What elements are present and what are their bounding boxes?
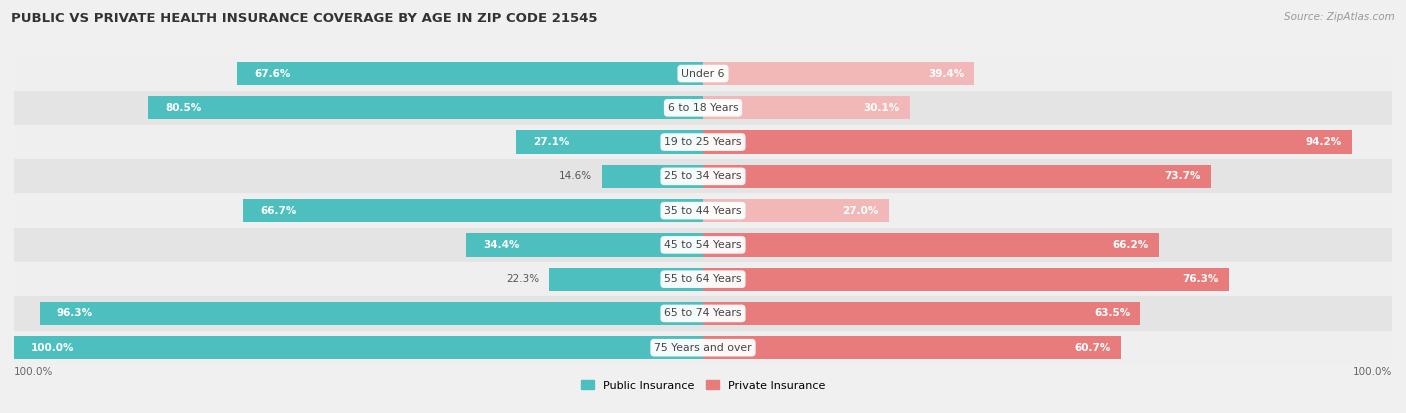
Text: 45 to 54 Years: 45 to 54 Years <box>664 240 742 250</box>
Bar <box>703 268 1229 291</box>
Text: 55 to 64 Years: 55 to 64 Years <box>664 274 742 284</box>
Bar <box>149 96 703 119</box>
Text: 75 Years and over: 75 Years and over <box>654 343 752 353</box>
Bar <box>703 165 1211 188</box>
Bar <box>238 62 703 85</box>
Bar <box>14 262 1392 296</box>
Bar <box>14 57 1392 91</box>
Bar <box>602 165 703 188</box>
Bar <box>39 302 703 325</box>
Text: 34.4%: 34.4% <box>484 240 520 250</box>
Text: Under 6: Under 6 <box>682 69 724 78</box>
Text: 80.5%: 80.5% <box>166 103 202 113</box>
Text: Source: ZipAtlas.com: Source: ZipAtlas.com <box>1284 12 1395 22</box>
Text: 30.1%: 30.1% <box>863 103 900 113</box>
Text: 60.7%: 60.7% <box>1074 343 1111 353</box>
Bar <box>14 194 1392 228</box>
Text: 100.0%: 100.0% <box>31 343 75 353</box>
Text: 63.5%: 63.5% <box>1094 309 1130 318</box>
Text: 65 to 74 Years: 65 to 74 Years <box>664 309 742 318</box>
Bar <box>703 233 1159 256</box>
Text: PUBLIC VS PRIVATE HEALTH INSURANCE COVERAGE BY AGE IN ZIP CODE 21545: PUBLIC VS PRIVATE HEALTH INSURANCE COVER… <box>11 12 598 25</box>
Bar <box>703 336 1121 359</box>
Bar <box>14 125 1392 159</box>
Text: 27.1%: 27.1% <box>533 137 569 147</box>
Text: 66.7%: 66.7% <box>260 206 297 216</box>
Text: 94.2%: 94.2% <box>1305 137 1341 147</box>
Bar <box>703 131 1353 154</box>
Text: 100.0%: 100.0% <box>1353 367 1392 377</box>
Bar <box>14 91 1392 125</box>
Bar <box>14 296 1392 330</box>
Text: 39.4%: 39.4% <box>928 69 965 78</box>
Text: 25 to 34 Years: 25 to 34 Years <box>664 171 742 181</box>
Bar <box>14 159 1392 194</box>
Bar <box>703 199 889 222</box>
Bar <box>703 302 1140 325</box>
Text: 6 to 18 Years: 6 to 18 Years <box>668 103 738 113</box>
Text: 76.3%: 76.3% <box>1182 274 1219 284</box>
Bar <box>14 336 703 359</box>
Text: 22.3%: 22.3% <box>506 274 538 284</box>
Bar <box>14 228 1392 262</box>
Text: 96.3%: 96.3% <box>56 309 93 318</box>
Text: 67.6%: 67.6% <box>254 69 291 78</box>
Text: 19 to 25 Years: 19 to 25 Years <box>664 137 742 147</box>
Bar <box>550 268 703 291</box>
Text: 100.0%: 100.0% <box>14 367 53 377</box>
Bar <box>703 96 910 119</box>
Bar <box>516 131 703 154</box>
Text: 27.0%: 27.0% <box>842 206 879 216</box>
Text: 73.7%: 73.7% <box>1164 171 1201 181</box>
Bar <box>14 330 1392 365</box>
Legend: Public Insurance, Private Insurance: Public Insurance, Private Insurance <box>576 376 830 395</box>
Text: 14.6%: 14.6% <box>560 171 592 181</box>
Text: 66.2%: 66.2% <box>1112 240 1149 250</box>
Bar <box>703 62 974 85</box>
Text: 35 to 44 Years: 35 to 44 Years <box>664 206 742 216</box>
Bar <box>243 199 703 222</box>
Bar <box>465 233 703 256</box>
